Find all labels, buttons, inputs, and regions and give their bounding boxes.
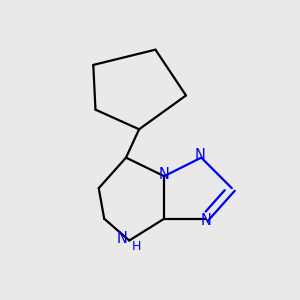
Text: N: N xyxy=(201,213,212,228)
Text: H: H xyxy=(132,240,141,253)
Text: N: N xyxy=(117,231,128,246)
Text: N: N xyxy=(194,148,205,164)
Text: N: N xyxy=(159,167,170,182)
